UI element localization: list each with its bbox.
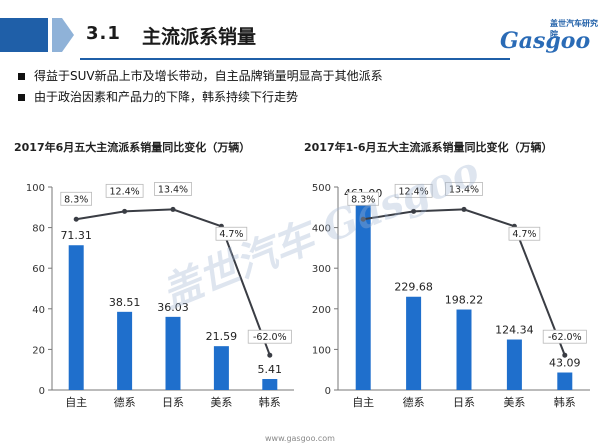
x-tick-label: 韩系 — [259, 395, 281, 409]
logo-subtitle: 盖世汽车研究院 — [550, 19, 598, 39]
growth-point — [267, 352, 273, 358]
section-number: 3.1 — [86, 23, 121, 44]
growth-label: 13.4% — [449, 184, 479, 195]
chart-monthly: 2017年6月五大主流派系销量同比变化（万辆） 0 20 40 60 80 100 自主 德系 日… — [14, 140, 294, 409]
x-tick-label: 美系 — [210, 396, 232, 409]
growth-label: -62.0% — [253, 332, 287, 343]
growth-point — [73, 216, 79, 222]
y-tick-label: 40 — [32, 305, 45, 316]
chart-title: 2017年6月五大主流派系销量同比变化（万辆） — [14, 140, 250, 154]
bar — [355, 202, 371, 390]
x-tick-label: 德系 — [403, 395, 425, 409]
bar-value-label: 38.51 — [109, 296, 141, 309]
y-tick-label: 0 — [325, 386, 331, 397]
growth-label-box — [154, 182, 192, 196]
bar — [262, 379, 278, 390]
y-tick-label: 400 — [312, 224, 331, 235]
x-tick-label: 日系 — [162, 396, 184, 409]
growth-label: 13.4% — [158, 184, 188, 195]
y-tick-label: 60 — [32, 264, 45, 275]
growth-label-box — [215, 226, 248, 241]
x-tick-label: 美系 — [503, 396, 525, 409]
growth-label-box — [445, 182, 483, 196]
bullet-text: 由于政治因素和产品力的下降，韩系持续下行走势 — [34, 90, 299, 104]
y-tick-label: 200 — [312, 305, 331, 316]
growth-label: -62.0% — [548, 332, 582, 343]
slide-header: 3.1 主流派系销量 盖世汽车研究院 Gasgoo — [0, 18, 600, 60]
growth-label-box — [394, 183, 433, 198]
bullet-item: 得益于SUV新品上市及增长带动，自主品牌销量明显高于其他派系 — [18, 66, 383, 87]
growth-point — [461, 206, 467, 212]
y-tick-label: 100 — [312, 345, 331, 356]
growth-point — [360, 216, 366, 222]
x-tick-label: 自主 — [352, 396, 374, 409]
x-tick-label: 自主 — [65, 396, 87, 409]
y-tick-label: 100 — [26, 183, 45, 194]
header-underline — [80, 58, 510, 60]
header-tab-arrow — [62, 18, 74, 52]
bar — [165, 316, 181, 390]
growth-label: 8.3% — [351, 194, 375, 205]
growth-label-box — [508, 226, 541, 241]
bullet-square-icon — [18, 73, 25, 80]
growth-point — [122, 208, 128, 214]
growth-label-box — [60, 191, 92, 206]
bar — [456, 309, 472, 390]
bar-value-label: 36.03 — [157, 301, 189, 314]
y-tick-label: 0 — [39, 386, 45, 397]
bar — [557, 372, 573, 390]
bar-value-label: 21.59 — [206, 330, 238, 343]
x-tick-label: 德系 — [114, 395, 136, 409]
bullet-list: 得益于SUV新品上市及增长带动，自主品牌销量明显高于其他派系 由于政治因素和产品… — [18, 66, 383, 108]
growth-label: 4.7% — [219, 229, 243, 240]
bar-value-label: 5.41 — [258, 363, 283, 376]
y-tick-label: 500 — [312, 183, 331, 194]
y-tick-label: 80 — [32, 224, 45, 235]
bar — [213, 346, 229, 390]
bar — [406, 296, 422, 390]
header-tab-dark — [0, 18, 48, 52]
growth-point — [170, 206, 176, 212]
section-title: 主流派系销量 — [142, 26, 257, 48]
growth-label-box — [105, 183, 144, 198]
growth-label-box — [542, 329, 587, 344]
gasgoo-logo: Gasgoo — [500, 28, 591, 54]
bullet-item: 由于政治因素和产品力的下降，韩系持续下行走势 — [18, 87, 383, 108]
chart-title: 2017年1-6月五大主流派系销量同比变化（万辆） — [304, 140, 553, 154]
chart-halfyear: 2017年1-6月五大主流派系销量同比变化（万辆） 0 100 200 300 400 50… — [304, 140, 590, 409]
growth-label: 4.7% — [512, 229, 536, 240]
growth-label-box — [247, 329, 292, 344]
bar — [506, 339, 522, 390]
bullet-square-icon — [18, 94, 25, 101]
bar-value-label: 71.31 — [60, 229, 92, 242]
growth-point — [562, 352, 568, 358]
growth-label-box — [347, 191, 379, 206]
growth-label: 12.4% — [399, 186, 429, 197]
bullet-text: 得益于SUV新品上市及增长带动，自主品牌销量明显高于其他派系 — [34, 69, 383, 83]
growth-label: 12.4% — [110, 186, 140, 197]
y-tick-label: 20 — [32, 345, 45, 356]
growth-label: 8.3% — [64, 194, 88, 205]
y-tick-label: 300 — [312, 264, 331, 275]
bar-value-label: 43.09 — [549, 357, 581, 370]
bar-value-label: 124.34 — [495, 324, 534, 337]
bar — [117, 311, 133, 390]
bar-value-label: 198.22 — [445, 294, 484, 307]
bar — [68, 245, 84, 390]
footer-url: www.gasgoo.com — [265, 434, 335, 443]
growth-point — [411, 208, 417, 214]
header-tab-light — [52, 18, 62, 52]
bar-value-label: 229.68 — [394, 281, 433, 294]
x-tick-label: 日系 — [453, 396, 475, 409]
x-tick-label: 韩系 — [554, 395, 576, 409]
